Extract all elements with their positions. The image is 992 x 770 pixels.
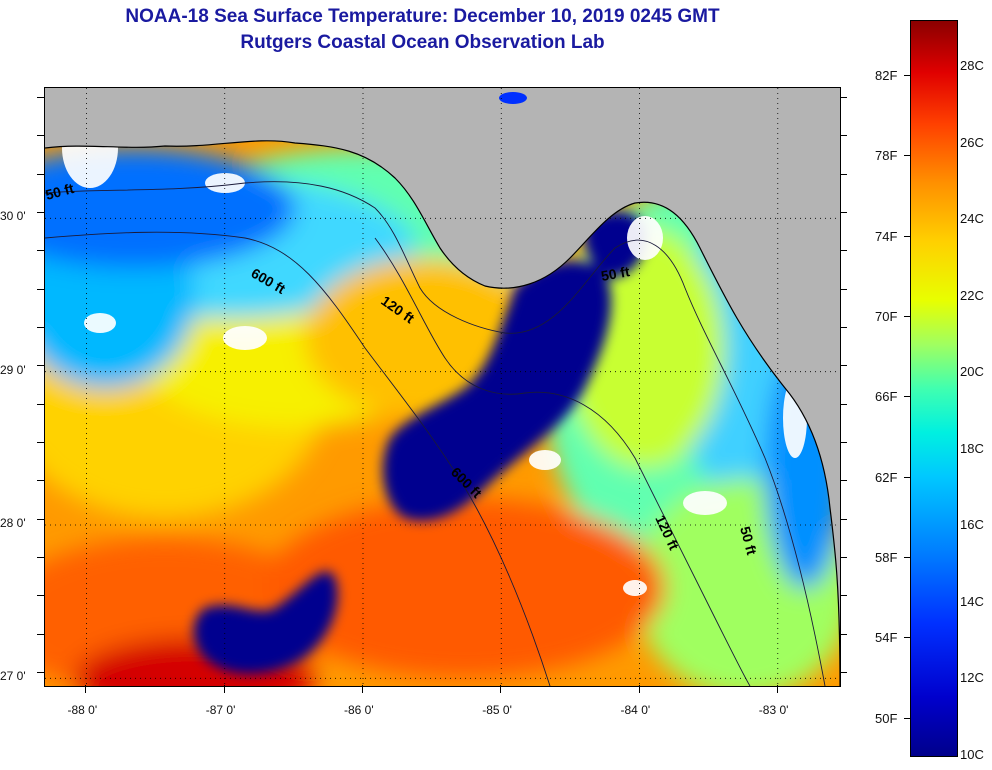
lon-tick-label: -83 0' — [758, 703, 789, 717]
lon-tick — [223, 685, 225, 693]
lon-tick-label: -85 0' — [482, 703, 512, 717]
lon-tick-label: -88 0' — [67, 703, 98, 717]
lat-minor-tick — [840, 327, 847, 328]
colorbar-celsius-label: 22C — [960, 287, 984, 303]
colorbar-celsius-label: 10C — [960, 747, 984, 762]
lat-minor-tick — [37, 557, 44, 558]
colorbar-fahrenheit-label: 82F — [875, 68, 898, 83]
colorbar-tick — [904, 316, 910, 318]
lat-minor-tick — [840, 403, 847, 405]
colorbar-tick — [904, 476, 910, 478]
colorbar-fahrenheit-label: 66F — [875, 389, 898, 405]
lon-tick-label: -84 0' — [620, 703, 651, 717]
lon-tick — [776, 685, 778, 693]
lat-minor-tick — [840, 480, 847, 482]
lat-minor-tick — [37, 365, 44, 367]
lat-minor-tick — [840, 212, 847, 213]
lat-minor-tick — [840, 557, 847, 558]
lat-minor-tick — [37, 442, 44, 443]
colorbar-fahrenheit-label: 58F — [875, 550, 898, 566]
lat-tick-label: 27 0' — [0, 669, 26, 684]
lat-minor-tick — [37, 97, 44, 98]
lat-minor-tick — [37, 173, 44, 175]
lat-minor-tick — [37, 595, 44, 597]
colorbar-tick — [904, 637, 910, 639]
lat-tick-label: 28 0' — [0, 516, 26, 530]
colorbar-tick — [904, 155, 910, 157]
lat-minor-tick — [37, 480, 44, 482]
colorbar-fahrenheit-label: 54F — [875, 630, 898, 646]
lon-tick-label: -87 0' — [205, 703, 236, 717]
lat-minor-tick — [840, 442, 847, 443]
lat-minor-tick — [37, 327, 44, 328]
lon-tick-label: -86 0' — [344, 703, 374, 717]
colorbar-tick — [904, 396, 910, 398]
coastline — [45, 140, 840, 686]
sst-map: 50 ft 600 ft 120 ft 600 ft 50 ft 120 ft … — [44, 87, 841, 687]
colorbar-tick — [904, 717, 910, 719]
contour-label: 50 ft — [45, 180, 76, 203]
colorbar-celsius-label: 28C — [960, 57, 984, 73]
lon-tick — [500, 685, 502, 693]
lon-tick — [85, 685, 87, 693]
colorbar-celsius-label: 24C — [960, 211, 984, 227]
colorbar-fahrenheit-label: 74F — [875, 228, 898, 244]
sea-surface-field — [45, 140, 840, 686]
lat-minor-tick — [840, 250, 847, 252]
small-cloud-region — [499, 92, 527, 104]
lon-tick — [638, 685, 640, 693]
colorbar-fahrenheit-label: 50F — [875, 710, 898, 726]
lat-tick-label: 30 0' — [0, 209, 26, 224]
colorbar-tick — [904, 557, 910, 559]
colorbar-tick — [904, 235, 910, 237]
lat-minor-tick — [37, 250, 44, 252]
colorbar-celsius-label: 20C — [960, 364, 984, 380]
colorbar-fahrenheit-label: 78F — [875, 148, 898, 164]
depth-contours — [45, 181, 826, 686]
lat-minor-tick — [840, 365, 847, 367]
lat-minor-tick — [840, 672, 847, 673]
sst-map-canvas: 50 ft 600 ft 120 ft 600 ft 50 ft 120 ft … — [45, 88, 840, 686]
contour-label: 50 ft — [737, 525, 760, 557]
lat-minor-tick — [37, 518, 44, 520]
colorbar-fahrenheit-label: 70F — [875, 309, 898, 325]
temperature-colorbar — [910, 20, 958, 757]
lat-minor-tick — [37, 672, 44, 673]
lat-minor-tick — [37, 135, 44, 137]
lat-minor-tick — [840, 97, 847, 98]
colorbar-celsius-label: 12C — [960, 670, 984, 686]
colorbar-celsius-label: 18C — [960, 440, 984, 456]
lat-minor-tick — [840, 518, 847, 520]
chart-title: NOAA-18 Sea Surface Temperature: Decembe… — [125, 6, 720, 27]
lat-tick-label: 29 0' — [0, 362, 26, 377]
contour-label: 50 ft — [600, 263, 631, 284]
colorbar-gradient — [911, 21, 957, 756]
colorbar-celsius-label: 16C — [960, 517, 984, 533]
lon-tick — [362, 685, 363, 693]
lat-minor-tick — [840, 633, 847, 635]
colorbar-fahrenheit-label: 62F — [875, 469, 898, 485]
lat-minor-tick — [840, 135, 847, 137]
lat-minor-tick — [37, 288, 44, 290]
lat-minor-tick — [37, 633, 44, 635]
lat-minor-tick — [37, 212, 44, 213]
colorbar-tick — [904, 75, 910, 76]
lat-minor-tick — [37, 403, 44, 405]
lat-minor-tick — [840, 288, 847, 290]
lat-minor-tick — [840, 595, 847, 597]
colorbar-celsius-label: 14C — [960, 593, 984, 609]
chart-subtitle: Rutgers Coastal Ocean Observation Lab — [240, 32, 605, 53]
colorbar-celsius-label: 26C — [960, 134, 984, 150]
lat-minor-tick — [840, 173, 847, 175]
